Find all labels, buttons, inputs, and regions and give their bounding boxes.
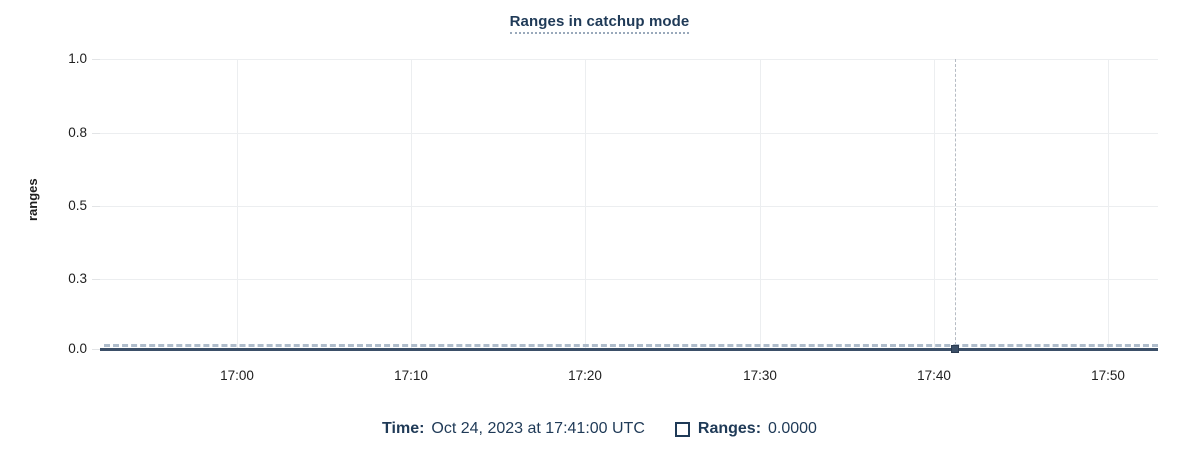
x-tick-label-1740: 17:40 — [917, 368, 951, 383]
y-tick-label-0-0: 0.0 — [68, 341, 87, 356]
x-axis-baseline — [100, 348, 1158, 351]
series-value: 0.0000 — [768, 420, 817, 437]
y-tick-dash-0-8 — [92, 133, 100, 134]
y-tick-dash-1-0 — [92, 59, 100, 60]
x-tick-label-1710: 17:10 — [394, 368, 428, 383]
time-readout: Time: Oct 24, 2023 at 17:41:00 UTC — [382, 420, 645, 438]
gridline-v-1740 — [934, 59, 935, 349]
chart-footer-legend: Time: Oct 24, 2023 at 17:41:00 UTC Range… — [0, 420, 1199, 438]
gridline-v-1710 — [411, 59, 412, 349]
hovered-data-point-marker[interactable] — [951, 345, 959, 353]
x-tick-label-1730: 17:30 — [743, 368, 777, 383]
chart-title-text: Ranges in catchup mode — [509, 13, 690, 34]
square-outline-icon — [674, 421, 690, 437]
y-tick-dash-0-5 — [92, 206, 100, 207]
crosshair-vertical-line — [955, 59, 956, 350]
gridline-v-1750 — [1108, 59, 1109, 349]
gridline-v-1720 — [585, 59, 586, 349]
plot-area[interactable] — [100, 59, 1158, 349]
series-label: Ranges: — [697, 420, 762, 437]
time-label: Time: — [382, 420, 425, 437]
gridline-h-0-3 — [100, 279, 1158, 280]
y-tick-label-0-8: 0.8 — [68, 125, 87, 140]
time-value: Oct 24, 2023 at 17:41:00 UTC — [431, 420, 645, 437]
y-tick-label-0-5: 0.5 — [68, 198, 87, 213]
x-tick-label-1720: 17:20 — [568, 368, 602, 383]
y-axis-title: ranges — [25, 178, 40, 222]
legend-item-ranges[interactable]: Ranges: 0.0000 — [674, 420, 817, 438]
x-tick-label-1700: 17:00 — [220, 368, 254, 383]
gridline-v-1700 — [237, 59, 238, 349]
y-tick-dash-0-0 — [92, 349, 100, 350]
series-line-ranges — [104, 344, 1158, 347]
gridline-h-0-5 — [100, 206, 1158, 207]
y-tick-label-0-3: 0.3 — [68, 271, 87, 286]
gridline-v-1730 — [760, 59, 761, 349]
x-tick-label-1750: 17:50 — [1091, 368, 1125, 383]
y-tick-dash-0-3 — [92, 279, 100, 280]
gridline-h-0-8 — [100, 133, 1158, 134]
y-tick-label-1-0: 1.0 — [68, 51, 87, 66]
gridline-h-1-0 — [100, 59, 1158, 60]
page-title: Ranges in catchup mode — [0, 13, 1199, 34]
